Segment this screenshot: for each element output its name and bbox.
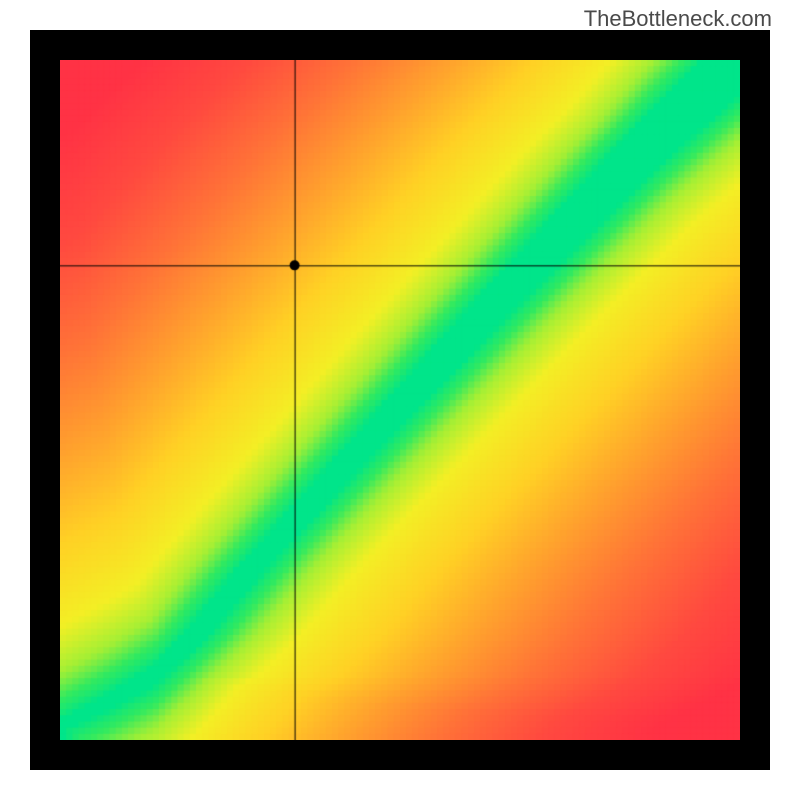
watermark-text: TheBottleneck.com	[584, 6, 772, 32]
chart-frame	[30, 30, 770, 770]
chart-container: TheBottleneck.com	[0, 0, 800, 800]
crosshair-overlay	[60, 60, 740, 740]
